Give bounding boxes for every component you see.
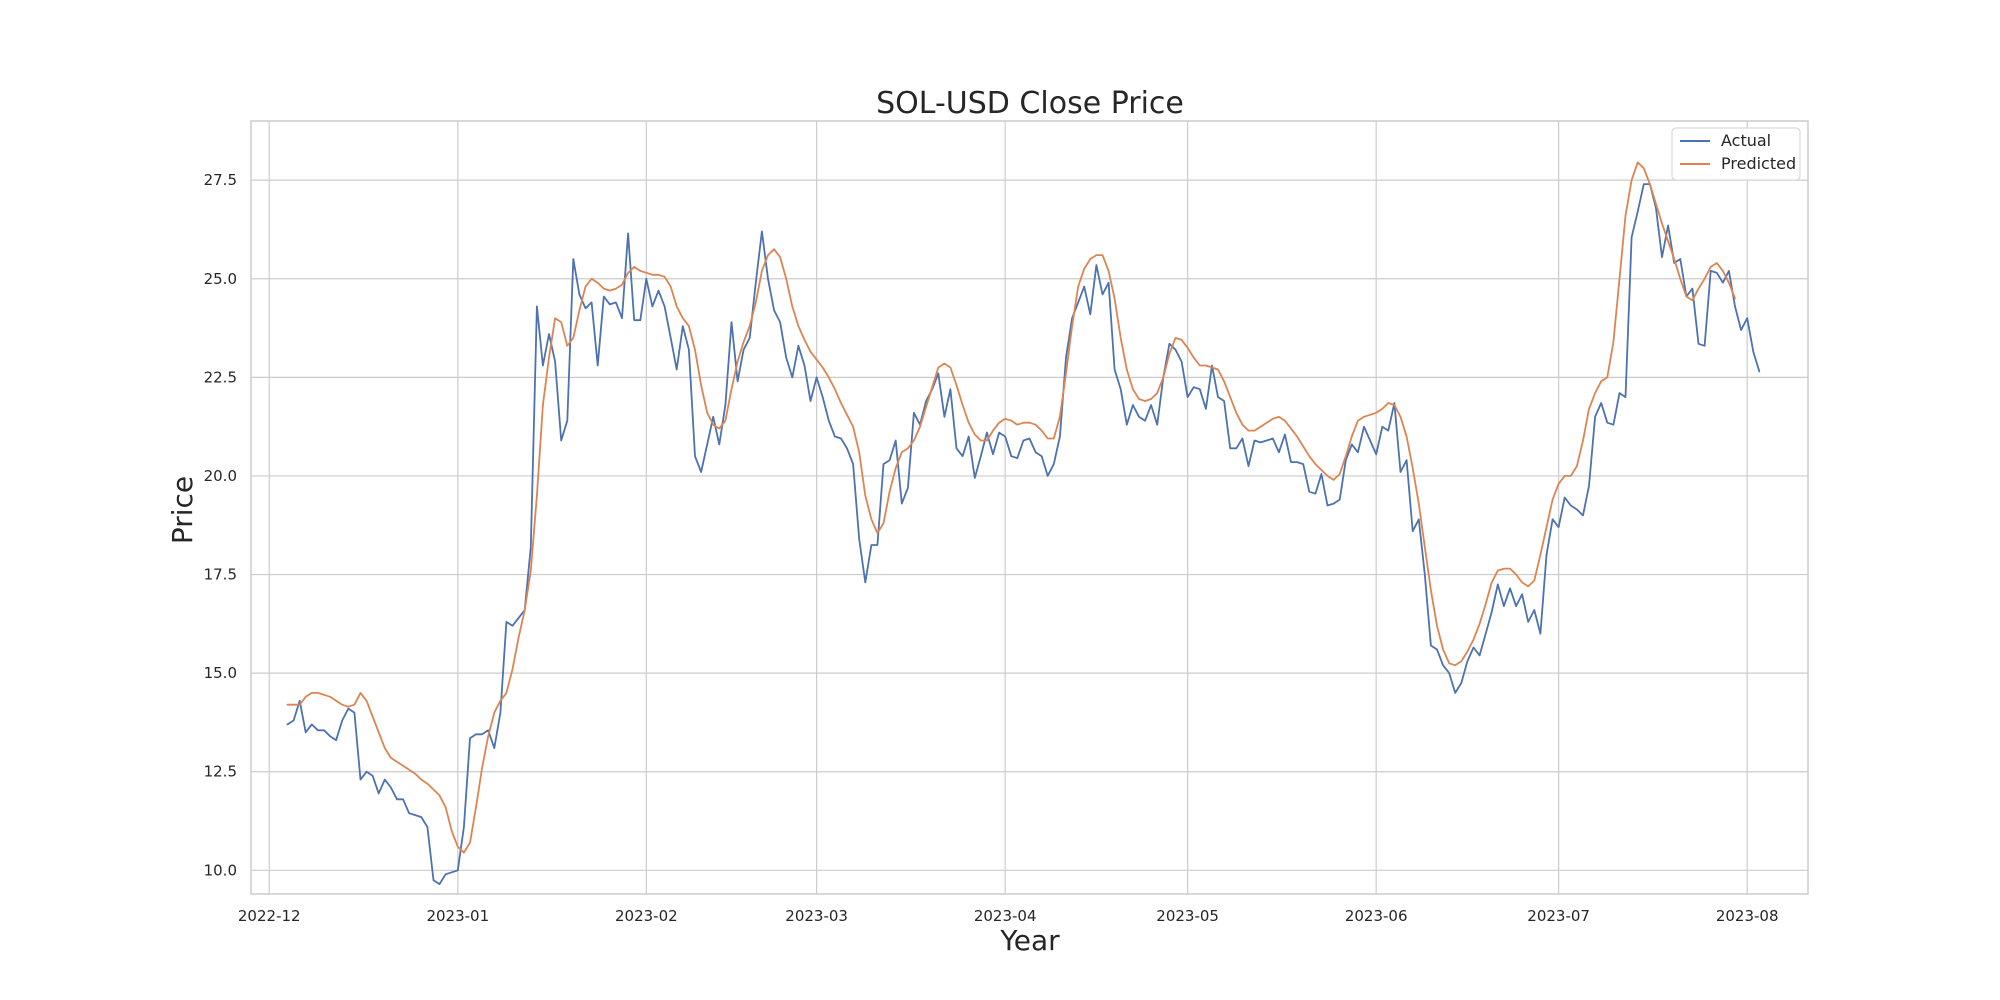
- x-tick-label: 2023-04: [974, 907, 1037, 925]
- legend: Actual Predicted: [1671, 127, 1801, 181]
- legend-label-predicted: Predicted: [1721, 154, 1796, 173]
- y-tick-label: 27.5: [204, 171, 237, 189]
- x-axis-title: Year: [999, 924, 1060, 957]
- y-tick-label: 22.5: [204, 368, 237, 386]
- series-lines: [286, 161, 1761, 885]
- x-tick-label: 2023-07: [1527, 907, 1590, 925]
- y-axis-title: Price: [166, 476, 199, 544]
- y-tick-labels: 10.0 12.5 15.0 17.5 20.0 22.5 25.0 27.5: [204, 171, 237, 879]
- x-tick-label: 2023-08: [1716, 907, 1779, 925]
- y-tick-label: 17.5: [204, 566, 237, 584]
- x-tick-label: 2023-03: [785, 907, 848, 925]
- x-tick-label: 2023-06: [1345, 907, 1408, 925]
- legend-label-actual: Actual: [1721, 131, 1771, 150]
- plot-frame: [250, 120, 1809, 895]
- x-tick-label: 2023-05: [1156, 907, 1219, 925]
- x-tick-label: 2023-01: [426, 907, 489, 925]
- chart-title: SOL-USD Close Price: [876, 86, 1184, 121]
- series-line-actual: [286, 183, 1761, 885]
- series-line-predicted: [286, 161, 1736, 854]
- y-tick-label: 12.5: [204, 763, 237, 781]
- x-tick-label: 2022-12: [238, 907, 301, 925]
- grid-lines: [251, 121, 1808, 894]
- y-tick-label: 10.0: [204, 861, 237, 879]
- y-tick-label: 25.0: [204, 270, 237, 288]
- y-tick-label: 20.0: [204, 467, 237, 485]
- x-tick-label: 2023-02: [615, 907, 678, 925]
- y-tick-label: 15.0: [204, 664, 237, 682]
- x-tick-labels: 2022-12 2023-01 2023-02 2023-03 2023-04 2023-…: [238, 907, 1779, 925]
- plot-background: [251, 121, 1808, 894]
